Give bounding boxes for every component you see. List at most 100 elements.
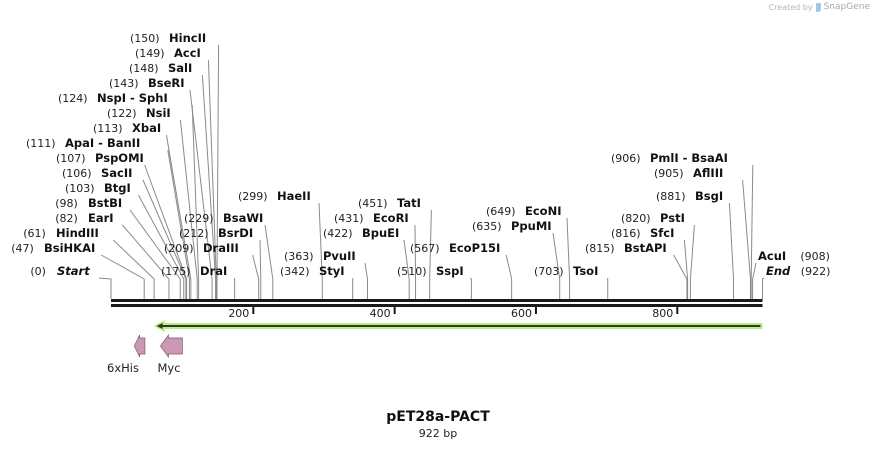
- site-hindiii[interactable]: (61) HindIII: [23, 226, 99, 240]
- site-apai-banii[interactable]: (111) ApaI - BanII: [26, 136, 140, 150]
- site-name[interactable]: End: [766, 264, 791, 278]
- site-name[interactable]: HincII: [169, 31, 206, 45]
- feature-6xhis[interactable]: 6xHis: [107, 334, 146, 375]
- site-name[interactable]: BpuEI: [362, 226, 399, 240]
- site-drai[interactable]: (175) DraI: [161, 264, 227, 278]
- site-name[interactable]: AccI: [174, 46, 201, 60]
- site-ppumi[interactable]: (635) PpuMI: [472, 219, 552, 233]
- site-btgi[interactable]: (103) BtgI: [65, 181, 131, 195]
- scale-tick: [534, 306, 537, 314]
- site-bsrdi[interactable]: (212) BsrDI: [179, 226, 253, 240]
- site-bstapi[interactable]: (815) BstAPI: [585, 241, 667, 255]
- site-position: (703): [534, 265, 564, 278]
- site-position: (103): [65, 182, 95, 195]
- orf-arrow[interactable]: [153, 320, 763, 332]
- site-name[interactable]: PstI: [660, 211, 685, 225]
- site-pvuii[interactable]: (363) PvuII: [284, 249, 356, 263]
- site-position: (510): [397, 265, 427, 278]
- feature-myc[interactable]: Myc: [157, 333, 183, 375]
- site-name[interactable]: AflIII: [693, 166, 723, 180]
- site-position: (0): [30, 265, 46, 278]
- site-name[interactable]: SacII: [101, 166, 132, 180]
- site-name[interactable]: XbaI: [132, 121, 161, 135]
- site-sacii[interactable]: (106) SacII: [62, 166, 132, 180]
- site-afliii[interactable]: (905) AflIII: [654, 166, 723, 180]
- site-name[interactable]: DraIII: [203, 241, 239, 255]
- site-position: (567): [410, 242, 440, 255]
- site-position: (908): [800, 250, 830, 263]
- site-nsii[interactable]: (122) NsiI: [107, 106, 171, 120]
- site-name[interactable]: BsgI: [695, 189, 723, 203]
- site-name[interactable]: NsiI: [146, 106, 171, 120]
- site-name[interactable]: SalI: [168, 61, 192, 75]
- site-name[interactable]: BstAPI: [624, 241, 667, 255]
- site-tati[interactable]: (451) TatI: [358, 196, 421, 210]
- site-name[interactable]: PspOMI: [95, 151, 144, 165]
- backbone-bottom-strand[interactable]: [111, 304, 763, 307]
- site-xbai[interactable]: (113) XbaI: [93, 121, 161, 135]
- site-bsgi[interactable]: (881) BsgI: [656, 189, 723, 203]
- site-name[interactable]: HindIII: [56, 226, 99, 240]
- site-draiii[interactable]: (209) DraIII: [164, 241, 239, 255]
- site-name[interactable]: BsiHKAI: [44, 241, 95, 255]
- site-bseri[interactable]: (143) BseRI: [109, 76, 185, 90]
- site-eari[interactable]: (82) EarI: [55, 211, 113, 225]
- site-start[interactable]: (0) Start: [30, 264, 90, 278]
- site-name[interactable]: EcoNI: [525, 204, 561, 218]
- site-hincii[interactable]: (150) HincII: [130, 31, 206, 45]
- site-ecop15i[interactable]: (567) EcoP15I: [410, 241, 500, 255]
- site-name[interactable]: AcuI: [758, 249, 786, 263]
- site-name[interactable]: BstBI: [88, 196, 122, 210]
- site-name[interactable]: HaeII: [277, 189, 311, 203]
- site-econi[interactable]: (649) EcoNI: [486, 204, 561, 218]
- site-acci[interactable]: (149) AccI: [135, 46, 201, 60]
- site-name[interactable]: EcoP15I: [449, 241, 500, 255]
- site-name[interactable]: StyI: [319, 264, 345, 278]
- site-name[interactable]: EcoRI: [373, 211, 409, 225]
- site-pspomi[interactable]: (107) PspOMI: [56, 151, 144, 165]
- site-name[interactable]: NspI - SphI: [97, 91, 168, 105]
- site-name[interactable]: PvuII: [323, 249, 356, 263]
- site-bsawi[interactable]: (229) BsaWI: [184, 211, 263, 225]
- site-name[interactable]: BsaWI: [223, 211, 263, 225]
- site-acui[interactable]: (908) AcuI: [758, 249, 830, 263]
- site-name[interactable]: EarI: [88, 211, 114, 225]
- site-name[interactable]: TsoI: [573, 264, 598, 278]
- site-bpuei[interactable]: (422) BpuEI: [323, 226, 399, 240]
- site-nspi-sphi[interactable]: (124) NspI - SphI: [58, 91, 168, 105]
- site-name[interactable]: BtgI: [104, 181, 131, 195]
- feature-arrow-icon[interactable]: [133, 334, 146, 358]
- site-position: (82): [55, 212, 78, 225]
- site-position: (150): [130, 32, 160, 45]
- backbone[interactable]: [111, 299, 763, 307]
- site-name[interactable]: ApaI - BanII: [65, 136, 140, 150]
- site-name[interactable]: SfcI: [650, 226, 674, 240]
- site-name[interactable]: BsrDI: [218, 226, 253, 240]
- site-name[interactable]: PmlI - BsaAI: [650, 151, 728, 165]
- site-sspi[interactable]: (510) SspI: [397, 264, 464, 278]
- site-bstbi[interactable]: (98) BstBI: [55, 196, 122, 210]
- backbone-top-strand[interactable]: [111, 299, 763, 302]
- site-ecori[interactable]: (431) EcoRI: [334, 211, 409, 225]
- site-tsoi[interactable]: (703) TsoI: [534, 264, 598, 278]
- site-name[interactable]: DraI: [200, 264, 227, 278]
- site-sfci[interactable]: (816) SfcI: [611, 226, 674, 240]
- site-styi[interactable]: (342) StyI: [280, 264, 345, 278]
- site-sali[interactable]: (148) SalI: [129, 61, 192, 75]
- site-position: (635): [472, 220, 502, 233]
- site-end[interactable]: (922) End: [766, 264, 830, 278]
- leader-line: [129, 209, 181, 299]
- site-position: (363): [284, 250, 314, 263]
- feature-arrow-icon[interactable]: [160, 333, 183, 359]
- site-bsihkai[interactable]: (47) BsiHKAI: [11, 241, 95, 255]
- site-name[interactable]: PpuMI: [511, 219, 552, 233]
- site-psti[interactable]: (820) PstI: [621, 211, 685, 225]
- site-pmli-bsaai[interactable]: (906) PmlI - BsaAI: [611, 151, 728, 165]
- site-name[interactable]: SspI: [436, 264, 464, 278]
- scale-tick-label: 200: [228, 307, 249, 320]
- scale-ticks: 200 400 600 800: [228, 306, 679, 320]
- site-haeii[interactable]: (299) HaeII: [238, 189, 311, 203]
- site-name[interactable]: Start: [57, 264, 90, 278]
- site-name[interactable]: TatI: [397, 196, 421, 210]
- site-name[interactable]: BseRI: [148, 76, 185, 90]
